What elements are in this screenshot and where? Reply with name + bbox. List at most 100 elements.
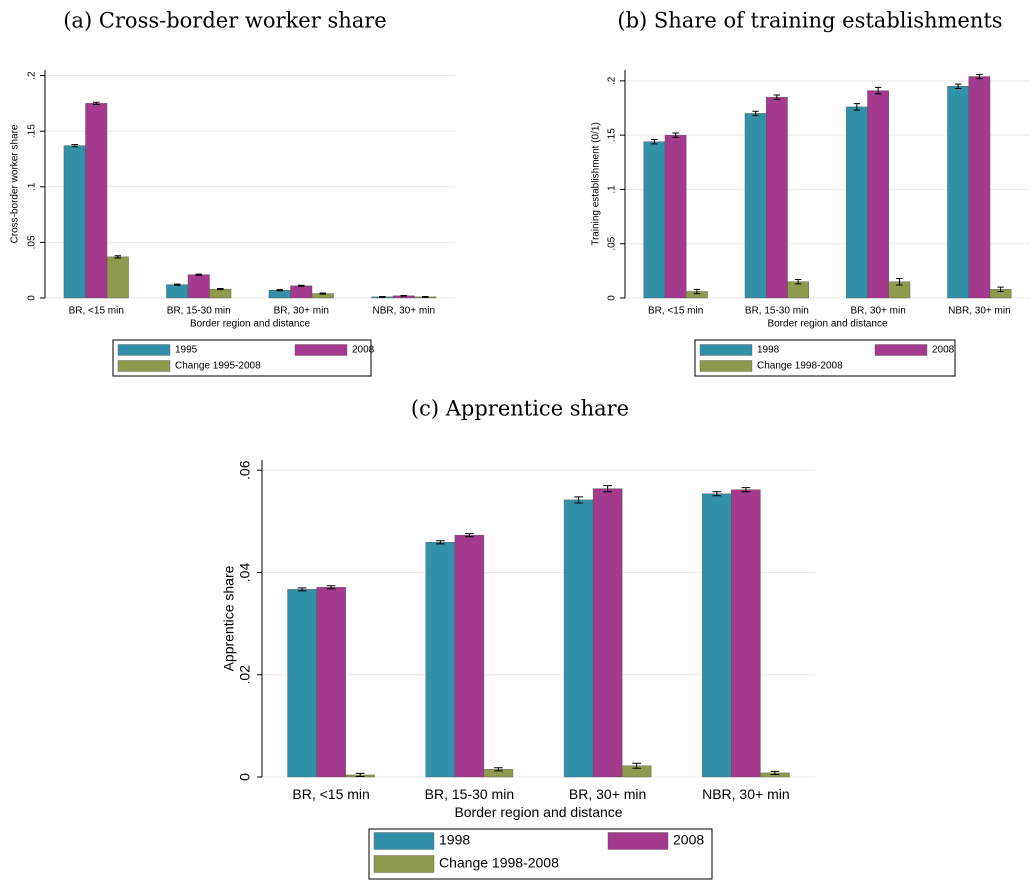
panel-title: (c) Apprentice share	[411, 397, 629, 421]
legend-label: Change 1995-2008	[175, 361, 261, 372]
y-tick-label: .1	[27, 182, 38, 191]
error-bar	[326, 585, 336, 590]
y-tick-label: .15	[607, 128, 618, 142]
error-bar	[632, 762, 642, 769]
bar	[702, 493, 732, 778]
bar	[867, 90, 889, 299]
error-bar	[853, 103, 861, 111]
error-bar	[319, 292, 327, 295]
x-tick-label: BR, 30+ min	[569, 786, 646, 802]
legend-label: 1995	[175, 345, 198, 356]
bar	[166, 284, 189, 299]
x-tick-label: BR, 30+ min	[274, 306, 329, 317]
legend-label: 1998	[439, 832, 470, 848]
error-bar	[195, 273, 202, 276]
bar	[316, 587, 346, 778]
x-tick-label: BR, <15 min	[648, 306, 703, 317]
error-bar	[874, 86, 882, 95]
y-tick-label: .2	[27, 71, 38, 80]
error-bar	[997, 286, 1004, 292]
legend-swatch	[699, 360, 753, 372]
bar	[454, 534, 485, 778]
legend-swatch	[117, 360, 171, 372]
bar	[106, 256, 129, 299]
error-bar	[672, 132, 679, 138]
error-bar	[378, 296, 386, 298]
x-tick-label: BR, <15 min	[69, 306, 124, 317]
y-tick-label: 0	[607, 295, 618, 301]
legend-swatch	[373, 855, 435, 873]
x-tick-label: NBR, 30+ min	[372, 306, 435, 317]
bar	[846, 106, 868, 299]
y-tick-label: 0	[237, 773, 253, 781]
bar	[664, 134, 687, 299]
y-tick-label: 0	[27, 295, 38, 301]
bar	[563, 499, 594, 778]
error-bar	[71, 144, 78, 148]
error-bar	[494, 767, 503, 772]
error-bar	[651, 138, 658, 145]
error-bar	[693, 288, 701, 295]
y-tick-label: .1	[607, 185, 618, 194]
bar	[744, 113, 767, 299]
bar	[85, 103, 108, 299]
x-axis-title: Border region and distance	[190, 319, 311, 330]
y-tick-label: .2	[607, 76, 618, 85]
x-axis-title: Border region and distance	[767, 319, 888, 330]
error-bar	[276, 289, 283, 292]
legend-label: Change 1998-2008	[757, 361, 843, 372]
y-tick-label: .15	[27, 124, 38, 138]
error-bar	[954, 83, 962, 89]
x-tick-label: BR, 15-30 min	[745, 306, 809, 317]
error-bar	[712, 491, 722, 497]
error-bar	[298, 284, 305, 287]
legend-swatch	[699, 344, 753, 356]
bar	[187, 274, 210, 299]
y-axis-title: Training establishment (0/1)	[591, 122, 602, 246]
legend-label: Change 1998-2008	[439, 855, 559, 871]
y-tick-label: .05	[27, 235, 38, 249]
legend-swatch	[874, 344, 928, 356]
error-bar	[574, 496, 583, 504]
error-bar	[465, 533, 474, 538]
error-bar	[93, 101, 100, 105]
error-bar	[173, 283, 181, 286]
bar	[425, 542, 456, 778]
error-bar	[114, 255, 122, 259]
legend-swatch	[117, 344, 171, 356]
bar	[268, 290, 291, 299]
x-tick-label: BR, <15 min	[292, 786, 369, 802]
x-axis-title: Border region and distance	[454, 804, 622, 820]
legend-label: 1998	[757, 345, 780, 356]
error-bar	[770, 770, 780, 775]
y-tick-label: .02	[237, 665, 253, 685]
legend-swatch	[294, 344, 348, 356]
error-bar	[896, 277, 903, 286]
error-bar	[603, 485, 612, 493]
bar	[643, 141, 666, 299]
legend-label: 2008	[673, 832, 704, 848]
panel-title: (a) Cross-border worker share	[63, 9, 387, 33]
y-tick-label: .06	[237, 460, 253, 480]
x-tick-label: BR, 15-30 min	[425, 786, 514, 802]
x-tick-label: NBR, 30+ min	[948, 306, 1011, 317]
bar	[731, 489, 761, 778]
error-bar	[741, 487, 751, 493]
bar	[287, 589, 317, 778]
legend-swatch	[373, 832, 435, 850]
bar	[968, 76, 991, 299]
bar	[63, 145, 86, 299]
error-bar	[976, 73, 983, 80]
bar	[947, 86, 969, 299]
x-tick-label: NBR, 30+ min	[702, 786, 790, 802]
legend-swatch	[607, 832, 669, 850]
error-bar	[773, 94, 781, 100]
bar	[766, 96, 788, 299]
error-bar	[794, 279, 802, 285]
x-tick-label: BR, 15-30 min	[167, 306, 231, 317]
error-bar	[355, 772, 365, 777]
y-axis-title: Apprentice share	[221, 565, 237, 671]
y-axis-title: Cross-border worker share	[10, 124, 21, 243]
x-tick-label: BR, 30+ min	[850, 306, 905, 317]
